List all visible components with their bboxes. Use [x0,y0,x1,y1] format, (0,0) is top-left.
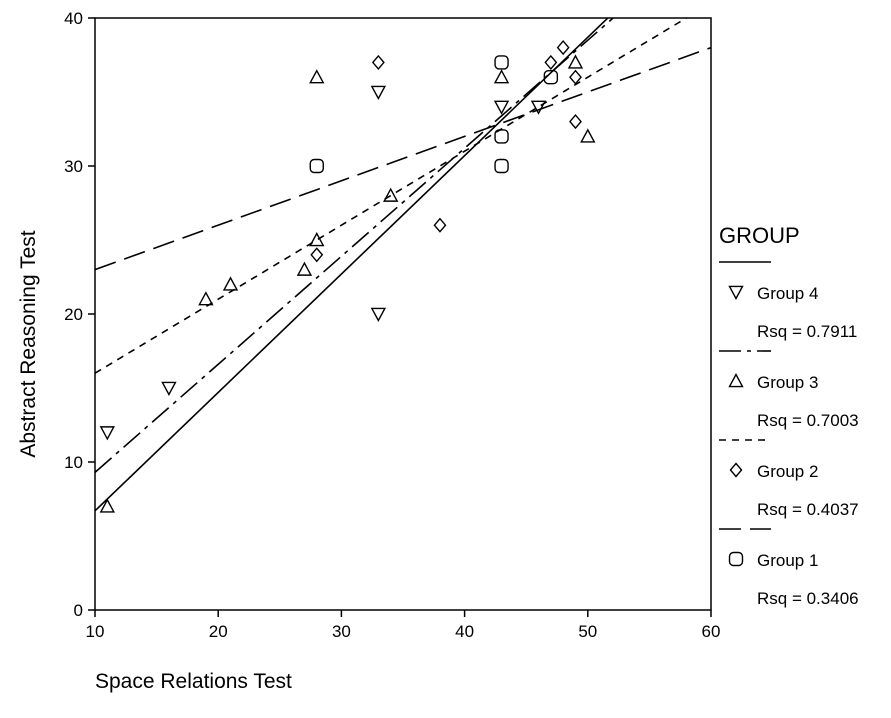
group-3-fit-line [95,18,615,473]
group-3-point [99,498,115,513]
group-2-point [556,40,570,56]
x-tick-label: 60 [702,622,721,641]
regression-lines [95,18,711,512]
group-3-point [198,291,214,306]
group-3-point [222,276,239,291]
x-tick-label: 40 [455,622,474,641]
x-tick-label: 20 [209,622,228,641]
x-tick-label: 10 [86,622,105,641]
group-4-point [493,100,510,115]
group-2-legend-label: Group 2 [757,462,818,481]
group-4-fit-line [95,18,609,512]
group-2-point [371,54,385,70]
group-1-point [494,129,509,144]
group-1-point [494,55,509,70]
y-tick-label: 10 [64,453,83,472]
group-3-point [309,232,325,247]
x-tick-label: 50 [578,622,597,641]
group-3-point [580,128,596,143]
group-2-point [310,247,324,263]
group-3-legend-label: Group 3 [757,373,818,392]
legend-title: GROUP [719,223,800,248]
y-tick-label: 30 [64,157,83,176]
group-1-legend-rsq: Rsq = 0.3406 [757,589,859,608]
group-3-legend-marker [728,373,744,388]
group-4-legend-marker [728,285,744,300]
group-4-point [99,426,115,441]
group-4-point [370,307,387,322]
group-2-legend-rsq: Rsq = 0.4037 [757,500,859,519]
group-4-legend-label: Group 4 [757,284,818,303]
group-3-point [567,54,584,69]
group-1-point [309,158,324,174]
y-tick-label: 20 [64,305,83,324]
group-1-point [494,158,509,174]
data-points [99,40,596,513]
group-2-point [569,114,582,130]
group-3-point [493,69,510,84]
group-2-fit-line [95,18,688,374]
group-4-legend-rsq: Rsq = 0.7911 [757,322,857,341]
group-4-point [161,381,177,396]
group-2-point [569,69,582,85]
group-3-legend-rsq: Rsq = 0.7003 [757,411,859,430]
plot-frame [94,17,712,611]
group-3-point [296,261,313,276]
group-2-point [544,54,558,70]
group-2-legend-marker [729,462,743,478]
y-axis-title: Abstract Reasoning Test [17,230,40,457]
group-4-point [530,100,547,115]
x-tick-label: 30 [332,622,351,641]
x-axis-title: Space Relations Test [95,670,292,693]
y-tick-label: 40 [64,9,83,28]
group-1-legend-label: Group 1 [757,551,818,570]
group-4-point [370,85,387,100]
group-1-legend-marker [728,551,744,567]
group-3-point [383,187,399,202]
y-tick-label: 0 [74,601,83,620]
group-1-point [543,69,559,85]
group-2-point [433,217,447,233]
group-1-fit-line [95,46,711,271]
group-3-point [309,69,325,84]
legend: GROUP Group 4 Rsq = 0.7911 Group 3 Rsq = 0.7… [719,223,859,608]
